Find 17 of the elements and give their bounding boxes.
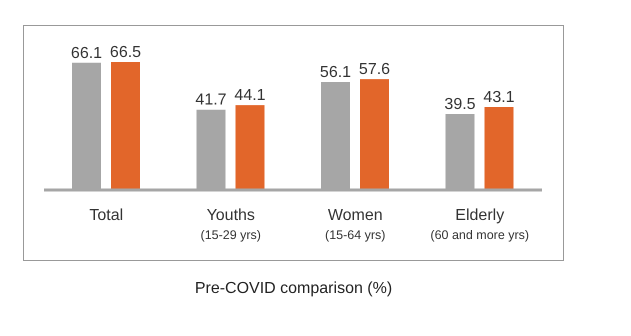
x-tick-label: Total — [89, 207, 124, 224]
data-label: 57.6 — [358, 61, 390, 78]
data-label: 41.7 — [195, 92, 227, 109]
data-label: 44.1 — [234, 87, 266, 104]
bar — [360, 79, 389, 190]
data-label: 56.1 — [320, 64, 352, 82]
bar — [236, 105, 264, 190]
x-axis-title: Pre-COVID comparison (%) — [194, 280, 394, 298]
x-tick-label: Women (15-64 yrs) — [325, 207, 386, 242]
data-label: 43.1 — [483, 89, 515, 106]
x-tick-label: Youths (15-29 yrs) — [200, 207, 261, 242]
bar — [484, 107, 514, 190]
data-label: 66.1 — [70, 44, 102, 62]
data-label: 39.5 — [444, 96, 476, 113]
x-tick-label: Elderly (60 and more yrs) — [430, 207, 530, 242]
bar — [111, 62, 140, 190]
data-label: 66.5 — [110, 44, 142, 61]
